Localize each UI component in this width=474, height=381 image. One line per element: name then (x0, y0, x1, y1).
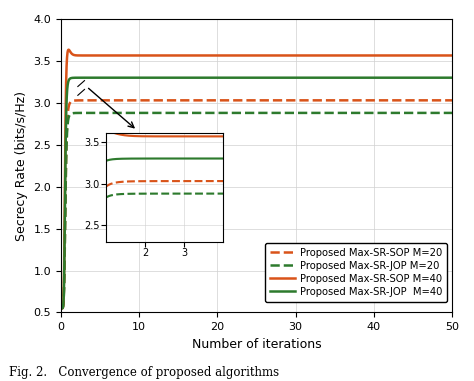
Proposed Max-SR-SOP M=40 (58, 306, 64, 311)
Proposed Max-SR-JOP  M=40 (208, 75, 213, 80)
Y-axis label: Secrecy Rate (bits/s/Hz): Secrecy Rate (bits/s/Hz) (15, 91, 28, 241)
Proposed Max-SR-SOP M=20 (292, 98, 298, 102)
Proposed Max-SR-SOP M=20 (208, 98, 213, 102)
Proposed Max-SR-JOP M=20 (350, 110, 356, 115)
Proposed Max-SR-SOP M=20 (350, 98, 356, 102)
Proposed Max-SR-SOP M=40 (449, 53, 455, 58)
Proposed Max-SR-JOP M=20 (58, 306, 64, 311)
Legend: Proposed Max-SR-SOP M=20, Proposed Max-SR-JOP M=20, Proposed Max-SR-SOP M=40, Pr: Proposed Max-SR-SOP M=20, Proposed Max-S… (264, 243, 447, 302)
Proposed Max-SR-SOP M=40 (293, 53, 299, 58)
Proposed Max-SR-JOP  M=40 (350, 75, 356, 80)
Proposed Max-SR-SOP M=40 (380, 53, 385, 58)
Proposed Max-SR-JOP  M=40 (292, 75, 298, 80)
Proposed Max-SR-JOP M=20 (208, 110, 213, 115)
X-axis label: Number of iterations: Number of iterations (191, 338, 321, 351)
Proposed Max-SR-SOP M=20 (449, 98, 455, 102)
Proposed Max-SR-JOP M=20 (449, 110, 455, 115)
Proposed Max-SR-SOP M=40 (129, 53, 135, 58)
Proposed Max-SR-JOP M=20 (380, 110, 385, 115)
Proposed Max-SR-JOP  M=40 (312, 75, 318, 80)
Proposed Max-SR-JOP M=20 (292, 110, 298, 115)
Line: Proposed Max-SR-SOP M=20: Proposed Max-SR-SOP M=20 (61, 100, 452, 308)
Text: Fig. 2.   Convergence of proposed algorithms: Fig. 2. Convergence of proposed algorith… (9, 366, 280, 379)
Proposed Max-SR-JOP M=20 (312, 110, 318, 115)
Proposed Max-SR-JOP  M=40 (58, 306, 64, 311)
Proposed Max-SR-JOP  M=40 (129, 75, 135, 80)
Proposed Max-SR-SOP M=40 (350, 53, 356, 58)
Proposed Max-SR-SOP M=40 (66, 47, 72, 52)
Proposed Max-SR-SOP M=40 (208, 53, 213, 58)
Proposed Max-SR-SOP M=20 (380, 98, 385, 102)
Line: Proposed Max-SR-JOP M=20: Proposed Max-SR-JOP M=20 (61, 113, 452, 308)
Proposed Max-SR-SOP M=20 (312, 98, 318, 102)
Proposed Max-SR-JOP M=20 (129, 110, 135, 115)
Proposed Max-SR-SOP M=20 (58, 306, 64, 311)
Line: Proposed Max-SR-JOP  M=40: Proposed Max-SR-JOP M=40 (61, 78, 452, 308)
Proposed Max-SR-SOP M=20 (129, 98, 135, 102)
Proposed Max-SR-SOP M=40 (312, 53, 318, 58)
Proposed Max-SR-JOP  M=40 (449, 75, 455, 80)
Proposed Max-SR-JOP  M=40 (380, 75, 385, 80)
Proposed Max-SR-JOP  M=40 (449, 75, 455, 80)
Line: Proposed Max-SR-SOP M=40: Proposed Max-SR-SOP M=40 (61, 50, 452, 308)
